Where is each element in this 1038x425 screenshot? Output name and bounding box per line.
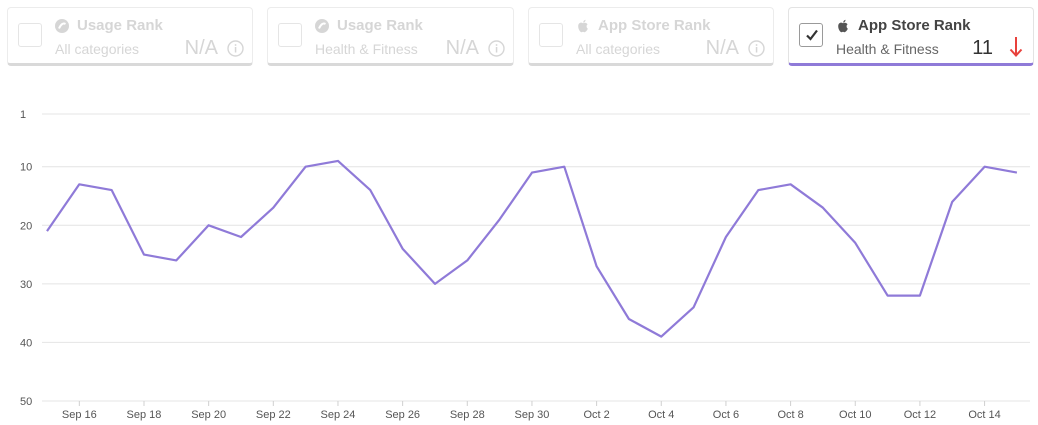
card-title-text: App Store Rank [858, 17, 971, 34]
data-point[interactable] [432, 281, 438, 287]
data-point[interactable] [206, 222, 212, 228]
card-app-store-rank-health[interactable]: App Store Rank Health & Fitness 11 [788, 7, 1034, 66]
apple-icon [578, 19, 588, 32]
y-axis: 1 10 20 30 40 50 [20, 109, 32, 408]
data-point[interactable] [852, 240, 858, 246]
card-value: 11 [972, 37, 993, 59]
data-point[interactable] [141, 252, 147, 258]
x-tick-label: Oct 4 [648, 409, 674, 421]
data-point[interactable] [44, 228, 50, 234]
data-point[interactable] [173, 257, 179, 263]
x-tick-label: Sep 24 [321, 409, 356, 421]
data-point[interactable] [303, 164, 309, 170]
data-point[interactable] [820, 205, 826, 211]
card-subtitle: All categories [576, 41, 661, 57]
x-tick-label: Sep 28 [450, 409, 485, 421]
series-line [46, 159, 1018, 338]
x-tick-label: Oct 10 [839, 409, 871, 421]
x-tick-label: Sep 26 [385, 409, 420, 421]
x-tick-label: Sep 16 [62, 409, 97, 421]
card-subtitle: Health & Fitness [315, 41, 418, 57]
data-point[interactable] [270, 205, 276, 211]
info-icon[interactable] [227, 40, 244, 57]
data-point[interactable] [788, 181, 794, 187]
data-point[interactable] [982, 164, 988, 170]
y-tick-label: 50 [20, 396, 32, 408]
data-point[interactable] [561, 164, 567, 170]
data-point[interactable] [367, 187, 373, 193]
card-subtitle: All categories [55, 41, 140, 57]
y-tick-label: 20 [20, 220, 32, 232]
x-tick-label: Sep 22 [256, 409, 291, 421]
x-tick-label: Sep 18 [127, 409, 162, 421]
card-subtitle: Health & Fitness [836, 41, 939, 57]
data-point[interactable] [109, 187, 115, 193]
data-point[interactable] [949, 199, 955, 205]
checkbox-usage-rank-health[interactable] [278, 23, 302, 47]
card-value: N/A [705, 37, 739, 59]
data-point[interactable] [658, 334, 664, 340]
card-title-text: Usage Rank [337, 17, 423, 34]
x-tick-label: Oct 2 [583, 409, 609, 421]
y-tick-label: 1 [20, 109, 26, 121]
data-point[interactable] [626, 316, 632, 322]
x-tick-label: Oct 14 [968, 409, 1000, 421]
rank-cards: Usage Rank All categories N/A Usage Rank… [0, 0, 1038, 70]
x-axis: Sep 16 Sep 18 Sep 20 Sep 22 Sep 24 Sep 26 Sep … [62, 401, 1001, 421]
data-point[interactable] [400, 246, 406, 252]
x-tick-label: Oct 6 [713, 409, 739, 421]
data-point[interactable] [335, 158, 341, 164]
data-point[interactable] [464, 257, 470, 263]
data-point[interactable] [497, 216, 503, 222]
chart-grid [42, 113, 1030, 402]
card-title-text: Usage Rank [77, 17, 163, 34]
checkmark-icon [806, 29, 818, 41]
card-title-text: App Store Rank [598, 17, 711, 34]
data-point[interactable] [76, 181, 82, 187]
apple-icon [838, 19, 848, 32]
chart-series [44, 158, 1020, 340]
card-usage-rank-all[interactable]: Usage Rank All categories N/A [7, 7, 253, 66]
card-app-store-rank-all[interactable]: App Store Rank All categories N/A [528, 7, 774, 66]
y-tick-label: 10 [20, 162, 32, 174]
x-tick-label: Sep 30 [515, 409, 550, 421]
data-point[interactable] [755, 187, 761, 193]
arrow-down-icon [1009, 37, 1023, 57]
data-point[interactable] [594, 263, 600, 269]
similarweb-icon [315, 18, 329, 33]
checkbox-app-store-rank-health[interactable] [799, 23, 823, 47]
data-point[interactable] [885, 293, 891, 299]
checkbox-app-store-rank-all[interactable] [539, 23, 563, 47]
y-tick-label: 30 [20, 279, 32, 291]
data-point[interactable] [238, 234, 244, 240]
x-tick-label: Oct 8 [777, 409, 803, 421]
y-tick-label: 40 [20, 337, 32, 349]
data-point[interactable] [529, 170, 535, 176]
similarweb-icon [55, 18, 69, 33]
x-tick-label: Sep 20 [191, 409, 226, 421]
info-icon[interactable] [488, 40, 505, 57]
checkbox-usage-rank-all[interactable] [18, 23, 42, 47]
info-icon[interactable] [748, 40, 765, 57]
card-value: N/A [445, 37, 479, 59]
card-value: N/A [184, 37, 218, 59]
data-point[interactable] [917, 293, 923, 299]
data-point[interactable] [1014, 170, 1020, 176]
x-tick-label: Oct 12 [904, 409, 936, 421]
card-usage-rank-health[interactable]: Usage Rank Health & Fitness N/A [267, 7, 514, 66]
data-point[interactable] [691, 304, 697, 310]
data-point[interactable] [723, 234, 729, 240]
